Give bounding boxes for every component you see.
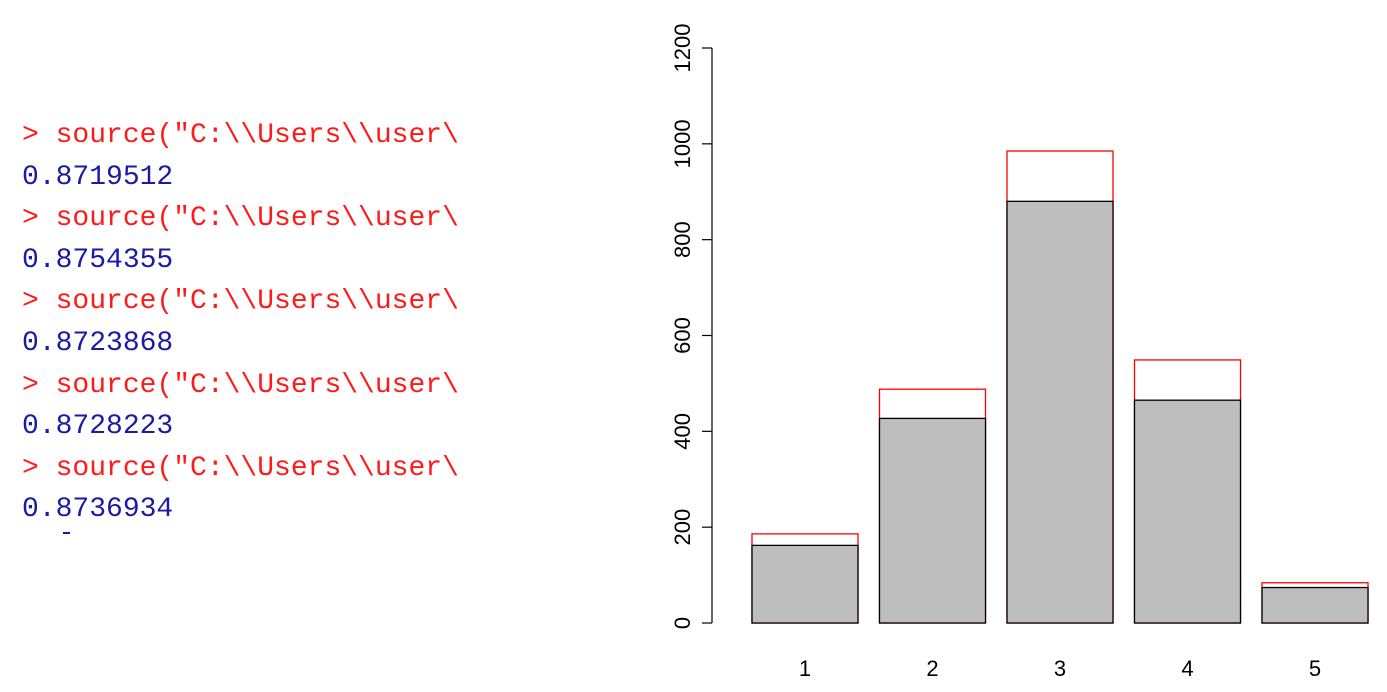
console-output-line: 0.8723868	[22, 327, 174, 359]
console-output-line: 0.8728223	[22, 411, 174, 443]
bar-subset	[1261, 586, 1369, 624]
console-output-line: 0.8719512	[22, 161, 174, 193]
r-console-output: > source("C:\\Users\\user\ 0.8719512 > sou…	[22, 115, 607, 531]
console-command-line: > source("C:\\Users\\user\	[22, 203, 459, 235]
y-tick-label: 400	[670, 413, 695, 450]
x-tick-label: 3	[1054, 656, 1066, 681]
console-command-line: > source("C:\\Users\\user\	[22, 452, 459, 484]
y-tick-label: 0	[670, 617, 695, 629]
y-tick-label: 1000	[670, 119, 695, 168]
console-command-line: > source("C:\\Users\\user\	[22, 369, 459, 401]
x-tick-label: 1	[799, 656, 811, 681]
console-output-line: 0.8736934	[22, 494, 174, 526]
console-command-line: > source("C:\\Users\\user\	[22, 286, 459, 318]
bar-subset	[1006, 200, 1114, 624]
console-output-line: 0.8754355	[22, 244, 174, 276]
x-tick-label: 5	[1309, 656, 1321, 681]
console-cursor	[63, 532, 70, 534]
bar-subset	[1133, 399, 1242, 624]
bar-subset	[878, 417, 987, 624]
console-command-line: > source("C:\\Users\\user\	[22, 120, 459, 151]
x-tick-label: 2	[926, 656, 938, 681]
y-tick-label: 200	[670, 509, 695, 546]
bar-subset	[751, 544, 859, 624]
x-tick-label: 4	[1181, 656, 1193, 681]
y-tick-label: 800	[670, 221, 695, 258]
y-tick-label: 1200	[670, 24, 695, 73]
y-tick-label: 600	[670, 317, 695, 354]
